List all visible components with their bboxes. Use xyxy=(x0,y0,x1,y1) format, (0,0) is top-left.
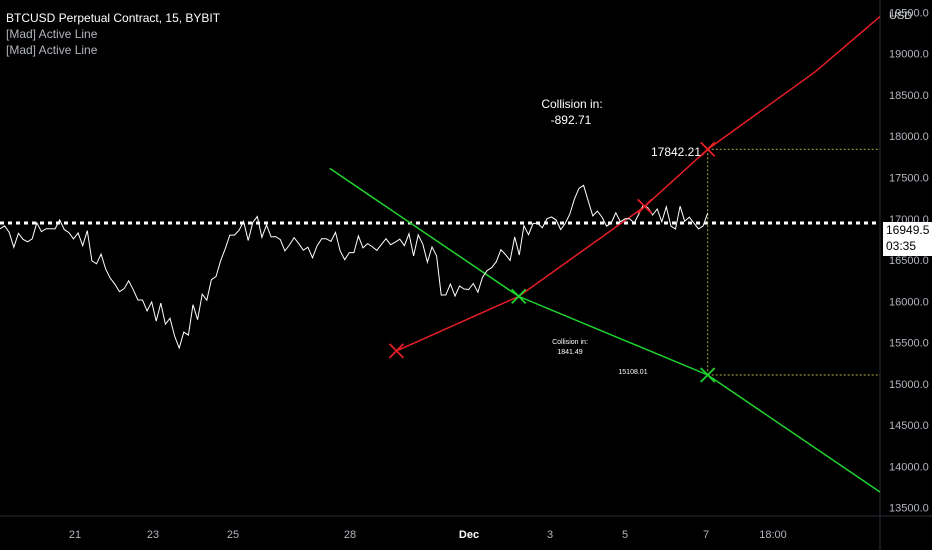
support-x-marker[interactable] xyxy=(511,288,527,305)
x-tick-label: 3 xyxy=(547,529,553,541)
currency-label[interactable]: USD xyxy=(889,10,913,22)
x-tick-label: 5 xyxy=(622,529,628,541)
resistance-x-marker[interactable] xyxy=(700,141,716,157)
y-tick-label: 14500.0 xyxy=(889,420,929,432)
guide-lines xyxy=(0,148,880,376)
last-price-tag: 16949.5 03:35 xyxy=(883,222,932,256)
upper-collision-value: -892.71 xyxy=(551,113,592,127)
marker-stroke xyxy=(700,367,716,383)
lower-collision-title: Collision in: xyxy=(552,339,588,346)
indicator-label[interactable]: [Mad] Active Line xyxy=(6,27,98,41)
resistance-line[interactable] xyxy=(396,15,881,352)
y-tick-label: 18500.0 xyxy=(889,90,929,102)
upper-price-label: 17842.21 xyxy=(651,145,701,159)
x-tick-label: 18:00 xyxy=(759,529,787,541)
indicator-label[interactable]: [Mad] Active Line xyxy=(6,43,98,57)
x-tick-label: 21 xyxy=(69,529,81,541)
y-tick-label: 15000.0 xyxy=(889,379,929,391)
marker-stroke xyxy=(637,198,653,215)
y-tick-label: 16500.0 xyxy=(889,255,929,267)
price-line[interactable] xyxy=(0,184,709,350)
y-tick-label: 18000.0 xyxy=(889,131,929,143)
annotation-labels: Collision in: -892.71 17842.21 Collision… xyxy=(541,97,701,376)
resistance-x-marker[interactable] xyxy=(388,343,405,359)
trend-lines xyxy=(329,15,881,493)
marker-stroke xyxy=(700,141,716,157)
y-tick-label: 14000.0 xyxy=(889,461,929,473)
y-tick-label: 17500.0 xyxy=(889,173,929,185)
price-axis: 19500.019000.018500.018000.017500.017000… xyxy=(879,0,929,550)
y-tick-label: 19000.0 xyxy=(889,49,929,61)
lower-price-label: 15108.01 xyxy=(618,369,647,376)
bar-countdown: 03:35 xyxy=(886,239,917,253)
x-tick-label: 7 xyxy=(703,529,709,541)
chart-legend: BTCUSD Perpetual Contract, 15, BYBIT [Ma… xyxy=(6,10,220,58)
line-markers xyxy=(388,141,716,383)
support-x-marker[interactable] xyxy=(700,367,716,383)
price-series xyxy=(0,184,709,350)
x-tick-label: Dec xyxy=(459,529,479,541)
y-tick-label: 16000.0 xyxy=(889,296,929,308)
symbol-title[interactable]: BTCUSD Perpetual Contract, 15, BYBIT xyxy=(6,11,221,25)
support-line[interactable] xyxy=(329,167,881,493)
x-tick-label: 25 xyxy=(227,529,239,541)
time-axis: 21 23 25 28 Dec 3 5 7 18:00 xyxy=(0,515,932,541)
x-tick-label: 23 xyxy=(147,529,159,541)
resistance-x-marker[interactable] xyxy=(637,198,653,215)
y-tick-label: 15500.0 xyxy=(889,338,929,350)
y-tick-label: 13500.0 xyxy=(889,503,929,515)
y-tick-label: 19500.0 xyxy=(889,7,929,19)
lower-collision-value: 1841.49 xyxy=(557,349,582,356)
x-tick-label: 28 xyxy=(344,529,356,541)
marker-stroke xyxy=(511,288,527,305)
upper-collision-title: Collision in: xyxy=(541,97,602,111)
marker-stroke xyxy=(388,343,405,359)
last-price-value: 16949.5 xyxy=(886,223,930,237)
